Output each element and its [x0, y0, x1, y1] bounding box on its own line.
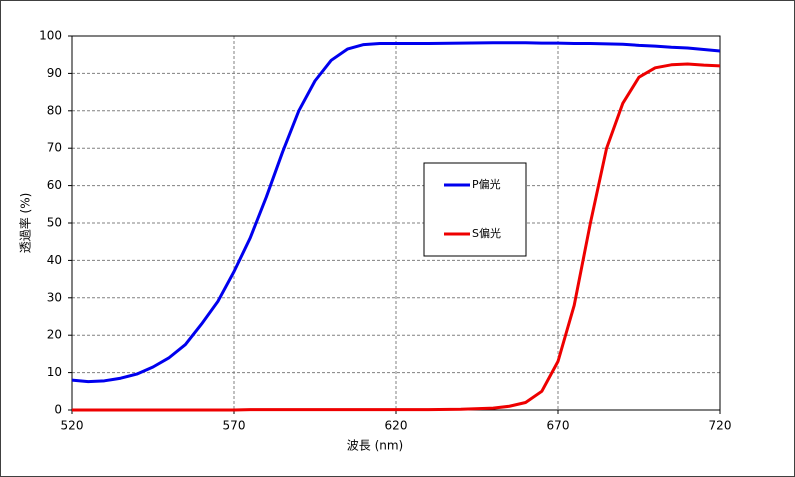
y-tick-label: 60: [47, 178, 62, 192]
y-tick-label: 100: [39, 29, 62, 43]
x-tick-label: 570: [223, 419, 246, 433]
y-tick-label: 80: [47, 103, 62, 117]
y-tick-label: 30: [47, 290, 62, 304]
y-tick-label: 90: [47, 66, 62, 80]
y-tick-label: 0: [54, 403, 62, 417]
x-tick-label: 620: [385, 419, 408, 433]
y-tick-label: 20: [47, 328, 62, 342]
y-tick-label: 10: [47, 365, 62, 379]
x-tick-label: 670: [547, 419, 570, 433]
legend-box: [423, 162, 527, 257]
y-tick-label: 40: [47, 253, 62, 267]
y-tick-label: 50: [47, 216, 62, 230]
legend-label: S偏光: [472, 226, 501, 240]
data-line: [71, 41, 721, 384]
y-tick-label: 70: [47, 141, 62, 155]
y-axis-label: 透過率 (%): [18, 193, 33, 254]
x-axis-label: 波長 (nm): [347, 439, 403, 453]
data-line: [72, 62, 721, 412]
legend-label: P偏光: [472, 177, 501, 191]
x-tick-label: 720: [709, 419, 732, 433]
x-tick-label: 520: [61, 419, 84, 433]
